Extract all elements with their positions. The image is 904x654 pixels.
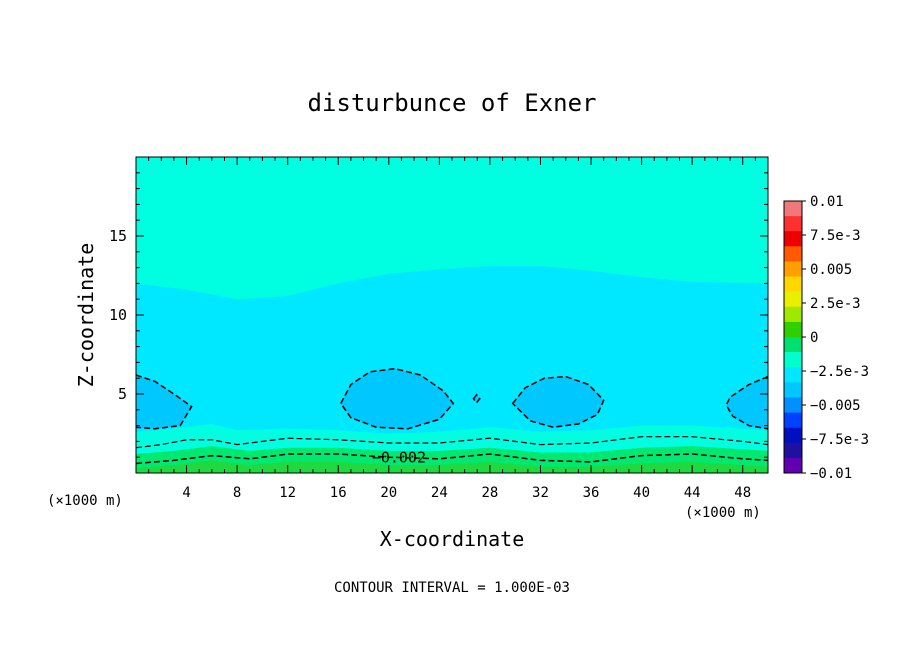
colorbar-swatch <box>784 306 802 323</box>
x-tick-label: 44 <box>684 485 701 501</box>
colorbar-swatch <box>784 412 802 428</box>
colorbar-label: −0.01 <box>810 466 852 482</box>
colorbar-swatch <box>784 457 802 474</box>
region-cell <box>136 375 192 429</box>
contour-lines: −0.002 <box>135 367 769 466</box>
region-cell <box>512 376 604 428</box>
plot-area <box>136 157 768 473</box>
x-tick-label: 32 <box>532 485 549 501</box>
y-axis-unit: (×1000 m) <box>47 493 123 509</box>
x-axis-unit: (×1000 m) <box>685 505 761 521</box>
colorbar-swatch <box>784 261 802 277</box>
y-axis-label: Z-coordinate <box>74 243 98 388</box>
colorbar-swatch <box>784 216 802 232</box>
colorbar-label: 7.5e-3 <box>810 228 861 244</box>
colorbar-swatch <box>784 382 802 398</box>
colorbar-swatch <box>784 337 802 353</box>
colorbar-swatch <box>784 291 802 308</box>
contour-line <box>472 393 481 404</box>
colorbar-swatch <box>784 321 802 338</box>
colorbar-swatch <box>784 352 802 368</box>
colorbar-swatch <box>784 276 802 292</box>
x-tick-label: 24 <box>431 485 448 501</box>
region-mid <box>136 266 768 473</box>
x-axis-label: X-coordinate <box>380 527 525 551</box>
colorbar-swatch <box>784 367 802 383</box>
x-tick-label: 20 <box>380 485 397 501</box>
x-tick-label: 4 <box>182 485 190 501</box>
y-tick-label: 10 <box>109 306 127 324</box>
contour-label: −0.002 <box>372 448 426 466</box>
contour-line <box>339 367 455 430</box>
colorbar-label: 0.01 <box>810 194 844 210</box>
colorbar-swatch <box>784 201 802 217</box>
contour-line <box>135 374 193 430</box>
contour-interval-note: CONTOUR INTERVAL = 1.000E-03 <box>334 580 570 596</box>
colorbar-swatch <box>784 442 802 459</box>
colorbar-label: 2.5e-3 <box>810 296 861 312</box>
colorbar-swatch <box>784 427 802 444</box>
x-tick-label: 12 <box>279 485 296 501</box>
y-tick-label: 15 <box>109 227 127 245</box>
colorbar-label: 0 <box>810 330 818 346</box>
region-cell <box>340 368 454 429</box>
chart-title: disturbunce of Exner <box>308 89 597 117</box>
x-tick-label: 48 <box>734 485 751 501</box>
x-tick-label: 16 <box>330 485 347 501</box>
contour-line <box>135 453 769 465</box>
y-tick-label: 5 <box>118 385 127 403</box>
colorbar-label: 0.005 <box>810 262 852 278</box>
colorbar-swatch <box>784 397 802 413</box>
colorbar-swatch <box>784 246 802 262</box>
contour-line <box>725 375 769 430</box>
colorbar-label: −7.5e-3 <box>810 432 869 448</box>
x-tick-label: 8 <box>233 485 241 501</box>
x-tick-label: 40 <box>633 485 650 501</box>
colorbar-label: −2.5e-3 <box>810 364 869 380</box>
contour-line <box>511 375 605 428</box>
colorbar-label: −0.005 <box>810 398 861 414</box>
colorbar: 0.01 7.5e-3 0.005 2.5e-3 0 −2.5e-3 −0.005 −7.5e… <box>783 194 869 482</box>
colorbar-swatch <box>784 231 802 247</box>
region-green-2 <box>136 460 768 473</box>
x-tick-label: 36 <box>583 485 600 501</box>
x-tick-label: 28 <box>481 485 498 501</box>
region-cell <box>726 376 768 429</box>
contour-line <box>135 436 769 449</box>
